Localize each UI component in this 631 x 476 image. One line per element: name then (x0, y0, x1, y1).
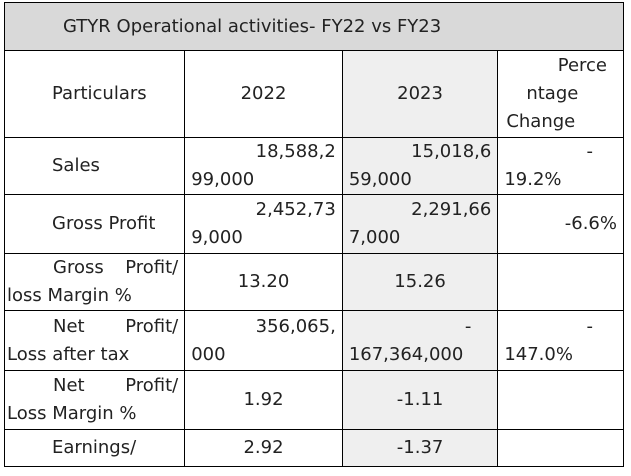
row-label: Net Profit/ Loss Margin % (3, 370, 186, 430)
row-label: Earnings/ (3, 429, 186, 467)
pct-line1: - (586, 315, 594, 337)
value-2023: 2,291,66 7,000 (341, 194, 499, 254)
table-title-row: GTYR Operational activities- FY22 vs FY2… (4, 2, 624, 51)
value-2023: 15,018,6 59,000 (341, 137, 499, 195)
table-row-earnings: Earnings/ 2.92 -1.37 (3, 429, 624, 467)
table-row-gross-margin: Gross Profit/ loss Margin % 13.20 15.26 (3, 253, 624, 311)
percentage-change (497, 370, 624, 430)
value-2023: 15.26 (341, 253, 499, 311)
operational-activities-table: GTYR Operational activities- FY22 vs FY2… (3, 2, 624, 467)
percentage-change: - 19.2% (497, 137, 624, 195)
value-2023-line2: 167,364,000 (348, 343, 464, 365)
table-row-gross-profit: Gross Profit 2,452,73 9,000 2,291,66 7,0… (3, 194, 624, 254)
header-pct-line2: ntage (526, 83, 579, 104)
value-2023-line2: 59,000 (348, 169, 412, 190)
header-pct-line3: Change (506, 111, 576, 132)
value-2023: - 167,364,000 (341, 310, 499, 371)
value-2022: 356,065, 000 (184, 310, 343, 371)
value-2022: 2,452,73 9,000 (184, 194, 343, 254)
table-title: GTYR Operational activities- FY22 vs FY2… (4, 2, 624, 51)
header-2022: 2022 (184, 50, 343, 138)
header-particulars: Particulars (3, 50, 186, 138)
value-2022: 1.92 (184, 370, 343, 430)
value-2023-line1: - (464, 315, 472, 337)
table-row-sales: Sales 18,588,2 99,000 15,018,6 59,000 - … (3, 137, 624, 195)
pct-line1: - (586, 141, 594, 162)
value-2023: -1.37 (341, 429, 499, 467)
row-label-line2: Loss Margin % (7, 403, 137, 424)
percentage-change: -6.6% (497, 194, 624, 254)
value-2023-line1: 15,018,6 (411, 141, 492, 162)
row-label: Net Profit/ Loss after tax (3, 310, 186, 371)
value-2022-line1: 2,452,73 (255, 199, 336, 220)
row-label: Gross Profit (3, 194, 186, 254)
row-label-line2: loss Margin % (7, 285, 132, 306)
row-label-line1: Gross Profit/ (53, 257, 179, 278)
value-2023-line1: 2,291,66 (411, 199, 492, 220)
value-2022-line2: 99,000 (191, 169, 255, 190)
percentage-change (497, 429, 624, 467)
pct-line2: 19.2% (504, 169, 562, 190)
value-2022-line1: 356,065, (255, 315, 336, 337)
value-2022: 13.20 (184, 253, 343, 311)
header-percentage-change: Perce ntage Change (497, 50, 624, 138)
value-2022: 18,588,2 99,000 (184, 137, 343, 195)
header-row: Particulars 2022 2023 Perce ntage Change (3, 50, 624, 138)
value-2022: 2.92 (184, 429, 343, 467)
row-label-line1: Net Profit/ (53, 315, 179, 337)
value-2022-line1: 18,588,2 (255, 141, 336, 162)
row-label: Gross Profit/ loss Margin % (3, 253, 186, 311)
value-2022-line2: 000 (191, 343, 226, 365)
header-2023: 2023 (341, 50, 499, 138)
percentage-change (497, 253, 624, 311)
table-row-net-margin: Net Profit/ Loss Margin % 1.92 -1.11 (3, 370, 624, 430)
header-pct-line1: Perce (557, 55, 607, 76)
table-row-net-profit: Net Profit/ Loss after tax 356,065, 000 … (3, 310, 624, 371)
row-label: Sales (3, 137, 186, 195)
percentage-change: - 147.0% (497, 310, 624, 371)
row-label-line2: Loss after tax (7, 343, 130, 365)
value-2022-line2: 9,000 (191, 227, 243, 248)
value-2023-line2: 7,000 (348, 227, 401, 248)
operational-table-frame: GTYR Operational activities- FY22 vs FY2… (3, 2, 624, 472)
pct-line2: 147.0% (504, 343, 573, 365)
value-2023: -1.11 (341, 370, 499, 430)
row-label-line1: Net Profit/ (53, 375, 179, 396)
